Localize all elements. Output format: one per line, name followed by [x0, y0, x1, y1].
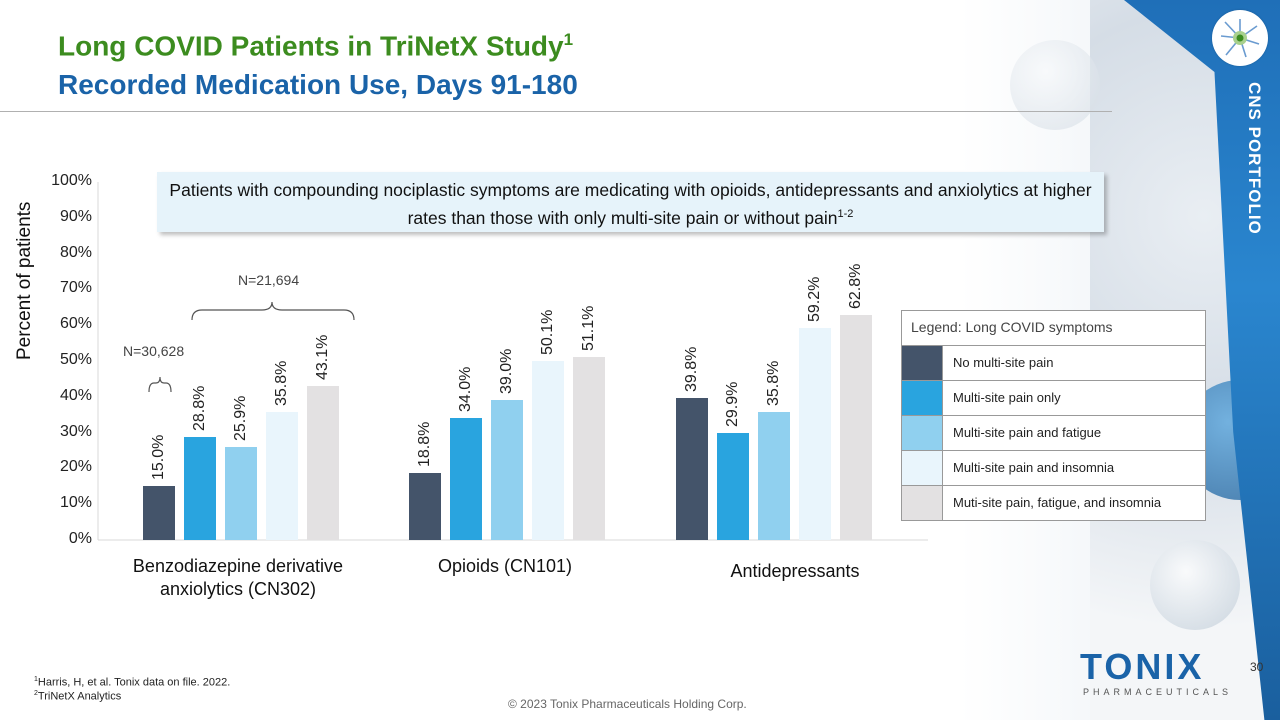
bar-value-label: 29.9%	[724, 381, 741, 427]
bar	[799, 328, 831, 540]
bar	[184, 436, 216, 540]
legend-swatch	[902, 416, 943, 450]
bar-value-label: 39.0%	[498, 349, 515, 395]
cns-portfolio-label: CNS PORTFOLIO	[1245, 82, 1264, 235]
bar-value-label: 50.1%	[539, 309, 556, 355]
page-title: Long COVID Patients in TriNetX Study1	[58, 30, 574, 62]
bar	[143, 486, 175, 540]
background-bubble	[1010, 40, 1100, 130]
page-number: 30	[1250, 660, 1264, 674]
bar	[409, 472, 441, 540]
y-tick-label: 20%	[59, 458, 92, 476]
legend-swatch	[902, 486, 943, 520]
bar	[717, 432, 749, 540]
x-category-label-antidepressants: Antidepressants	[730, 561, 860, 581]
background-bubble	[1150, 540, 1240, 630]
bar-value-label: 15.0%	[150, 434, 167, 481]
bar-value-label: 28.8%	[191, 385, 208, 431]
footnote-2: 2TriNetX Analytics	[34, 690, 122, 703]
bar	[573, 357, 605, 540]
bar-value-label: 62.8%	[847, 263, 864, 310]
bar-value-label: 59.2%	[806, 276, 823, 323]
y-tick-label: 0%	[68, 530, 92, 547]
x-category-label-opioids: Opioids (CN101)	[437, 556, 573, 576]
key-finding-callout: Patients with compounding nociplastic sy…	[157, 172, 1104, 232]
y-tick-label: 50%	[59, 351, 92, 368]
y-tick-label: 70%	[59, 279, 92, 297]
neuron-logo-icon	[1212, 10, 1268, 66]
bar-value-label: 35.8%	[273, 360, 290, 406]
legend-label: Multi-site pain only	[953, 390, 1061, 405]
tonix-logo: TONIX	[1080, 646, 1205, 687]
bar	[676, 397, 708, 540]
bar-value-label: 35.8%	[765, 360, 782, 406]
footnote-1: 1Harris, H, et al. Tonix data on file. 2…	[34, 676, 231, 689]
bar	[450, 418, 482, 540]
copyright: © 2023 Tonix Pharmaceuticals Holding Cor…	[508, 697, 747, 711]
legend-item: Muti-site pain, fatigue, and insomnia	[902, 486, 1205, 520]
y-tick-label: 100%	[51, 172, 92, 189]
y-tick-label: 40%	[59, 386, 92, 404]
y-tick-label: 10%	[59, 494, 92, 512]
legend-label: No multi-site pain	[953, 355, 1054, 370]
bar-value-label: 34.0%	[457, 366, 474, 413]
n-group-bracket	[191, 301, 355, 321]
bar	[758, 411, 790, 540]
title-divider	[0, 111, 1112, 112]
legend-item: No multi-site pain	[902, 346, 1205, 381]
legend-label: Multi-site pain and insomnia	[953, 460, 1115, 475]
n-single-annotation: N=30,628	[123, 343, 185, 359]
tonix-logo-subtitle: PHARMACEUTICALS	[1083, 687, 1233, 697]
bar	[532, 360, 564, 540]
y-tick-label: 60%	[59, 315, 92, 333]
legend-label: Multi-site pain and fatigue	[953, 425, 1102, 440]
legend-swatch	[902, 381, 943, 415]
bar	[225, 447, 257, 540]
bar-value-label: 43.1%	[314, 334, 331, 380]
bar-value-label: 51.1%	[580, 305, 597, 352]
legend-swatch	[902, 346, 943, 380]
y-tick-label: 80%	[59, 243, 92, 261]
bar	[491, 400, 523, 540]
legend-swatch	[902, 451, 943, 485]
bar-value-label: 18.8%	[416, 421, 433, 467]
bar	[266, 411, 298, 540]
legend-item: Multi-site pain only	[902, 381, 1205, 416]
y-tick-label: 90%	[59, 207, 92, 225]
legend-label: Muti-site pain, fatigue, and insomnia	[953, 495, 1162, 510]
bar	[307, 385, 339, 540]
page-subtitle: Recorded Medication Use, Days 91-180	[58, 69, 578, 100]
x-category-label-benzodiazepines: Benzodiazepine derivative anxiolytics (C…	[132, 556, 344, 599]
bar	[840, 315, 872, 540]
chart-legend: Legend: Long COVID symptoms No multi-sit…	[901, 310, 1206, 521]
legend-item: Multi-site pain and insomnia	[902, 451, 1205, 486]
bar-value-label: 25.9%	[232, 395, 249, 442]
bar-value-label: 39.8%	[683, 346, 700, 392]
y-tick-label: 30%	[59, 422, 92, 440]
n-group-annotation: N=21,694	[238, 272, 300, 288]
legend-title: Legend: Long COVID symptoms	[902, 311, 1205, 346]
legend-item: Multi-site pain and fatigue	[902, 416, 1205, 451]
n-single-bracket	[148, 376, 172, 393]
